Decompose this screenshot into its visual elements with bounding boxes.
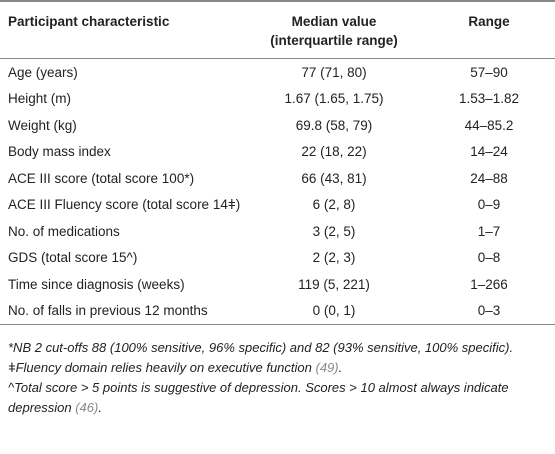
table-cell: 69.8 (58, 79) — [295, 117, 373, 133]
table-cell: 1.53–1.82 — [458, 91, 520, 107]
header-cell: Participant characteristic — [0, 1, 245, 59]
table-cell: Age (years) — [8, 64, 78, 80]
table-cell: No. of falls in previous 12 months — [8, 303, 208, 319]
footnote: *NB 2 cut-offs 88 (100% sensitive, 96% s… — [8, 338, 547, 358]
header-cell: Range — [423, 1, 555, 59]
table-cell: 0–9 — [477, 197, 501, 213]
table-cell: 14–24 — [470, 144, 508, 160]
footnote-text: . — [338, 360, 343, 375]
table-header: Participant characteristic Median value (… — [0, 1, 555, 59]
table-row: No. of falls in previous 12 months 0 (0, … — [0, 298, 555, 325]
table-row: ACE III score (total score 100*) 66 (43, … — [0, 165, 555, 192]
header-row: Participant characteristic Median value (… — [0, 1, 555, 59]
table-cell: Time since diagnosis (weeks) — [8, 276, 185, 292]
table-cell: 66 (43, 81) — [301, 170, 367, 186]
table-row: Body mass index 22 (18, 22) 14–24 — [0, 139, 555, 166]
table-cell: 0–3 — [477, 303, 501, 319]
table-cell: 0 (0, 1) — [312, 303, 356, 319]
footnote: ǂFluency domain relies heavily on execut… — [8, 358, 547, 378]
table-cell: ACE III Fluency score (total score 14ǂ) — [8, 197, 241, 213]
table-cell: 3 (2, 5) — [312, 223, 356, 239]
table-cell: 119 (5, 221) — [298, 276, 370, 292]
table-body: Age (years) 77 (71, 80) 57–90 Height (m) 1.6… — [0, 59, 555, 325]
table-cell: 24–88 — [470, 170, 508, 186]
header-text: Median value (interquartile range) — [270, 14, 398, 48]
table-cell: 1–7 — [477, 223, 501, 239]
table-cell: Weight (kg) — [8, 117, 77, 133]
table-row: GDS (total score 15^) 2 (2, 3) 0–8 — [0, 245, 555, 272]
table-cell: 57–90 — [470, 64, 508, 80]
table-cell: 44–85.2 — [464, 117, 514, 133]
footnote-text: *NB 2 cut-offs 88 (100% sensitive, 96% s… — [8, 340, 514, 355]
table-row: No. of medications 3 (2, 5) 1–7 — [0, 218, 555, 245]
header-text: Participant characteristic — [8, 14, 170, 29]
citation: (46) — [75, 400, 99, 415]
table-cell: Height (m) — [8, 91, 72, 107]
header-cell: Median value (interquartile range) — [245, 1, 423, 59]
table-row: Age (years) 77 (71, 80) 57–90 — [0, 59, 555, 86]
footnote-text: ǂFluency domain relies heavily on execut… — [8, 360, 316, 375]
citation: (49) — [315, 360, 339, 375]
table-cell: ACE III score (total score 100*) — [8, 170, 195, 186]
footnote-text: ^Total score > 5 points is suggestive of… — [8, 380, 509, 415]
table-cell: No. of medications — [8, 223, 120, 239]
footnote-text: . — [98, 400, 102, 415]
table-cell: Body mass index — [8, 144, 111, 160]
table-cell: 22 (18, 22) — [301, 144, 367, 160]
table-row: ACE III Fluency score (total score 14ǂ) 6… — [0, 192, 555, 219]
footnote: ^Total score > 5 points is suggestive of… — [8, 378, 547, 418]
table-cell: 2 (2, 3) — [312, 250, 356, 266]
table-cell: 77 (71, 80) — [301, 64, 367, 80]
table-cell: 0–8 — [477, 250, 501, 266]
table-cell: 1.67 (1.65, 1.75) — [284, 91, 384, 107]
table-row: Time since diagnosis (weeks) 119 (5, 221)… — [0, 271, 555, 298]
table-cell: 6 (2, 8) — [312, 197, 356, 213]
table-row: Weight (kg) 69.8 (58, 79) 44–85.2 — [0, 112, 555, 139]
table-row: Height (m) 1.67 (1.65, 1.75) 1.53–1.82 — [0, 86, 555, 113]
table-cell: GDS (total score 15^) — [8, 250, 138, 266]
header-text: Range — [468, 14, 510, 29]
footnotes: *NB 2 cut-offs 88 (100% sensitive, 96% s… — [0, 325, 555, 418]
table-cell: 1–266 — [470, 276, 508, 292]
table: Participant characteristic Median value (… — [0, 1, 555, 325]
